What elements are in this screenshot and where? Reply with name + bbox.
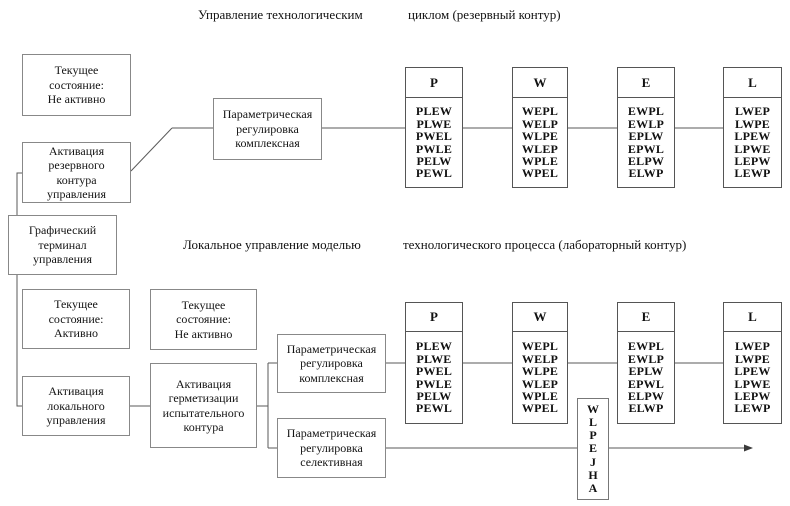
permutation-value: EPWL — [627, 141, 665, 156]
box-param-selective-local: Параметрическая регулировка селективная — [277, 418, 386, 478]
sequence-letter: H — [588, 467, 598, 482]
permutation-value: WPEL — [521, 166, 559, 181]
permutation-value: PEWL — [415, 166, 453, 181]
sequence-letter: J — [590, 454, 596, 469]
permutation-value: WPEL — [521, 401, 559, 416]
table-body: WEPL WELP WLPE WLEP WPLE WPEL — [513, 332, 567, 423]
permutation-value: ELWP — [628, 401, 664, 416]
permutation-value: PELW — [416, 388, 452, 403]
table-e-local: E EWPL EWLP EPLW EPWL ELPW ELWP — [617, 302, 675, 424]
box-graphic-terminal: Графический терминал управления — [8, 215, 117, 275]
table-p-local: P PLEW PLWE PWEL PWLE PELW PEWL — [405, 302, 463, 424]
table-body: EWPL EWLP EPLW EPWL ELPW ELWP — [618, 332, 674, 423]
table-w-reserve: W WEPL WELP WLPE WLEP WPLE WPEL — [512, 67, 568, 188]
table-header-p: P — [406, 68, 462, 98]
permutation-value: LPWE — [734, 141, 771, 156]
table-header-p: P — [406, 303, 462, 332]
permutation-value: LWEP — [734, 339, 771, 354]
sequence-box: W L P E J H A — [577, 398, 609, 500]
title-local-part2: технологического процесса (лабораторный … — [403, 237, 687, 252]
permutation-value: PWLE — [415, 141, 453, 156]
arrowhead — [744, 444, 753, 452]
table-body: LWEP LWPE LPEW LPWE LEPW LEWP — [724, 98, 781, 187]
table-header-e: E — [618, 303, 674, 332]
permutation-value: PEWL — [415, 401, 453, 416]
box-reserve-activate: Активация резервного контура управления — [22, 142, 131, 203]
sequence-letter: P — [589, 428, 597, 443]
table-header-w: W — [513, 68, 567, 98]
permutation-value: WPLE — [521, 153, 559, 168]
table-header-w: W — [513, 303, 567, 332]
permutation-value: EWPL — [627, 339, 665, 354]
permutation-value: WPLE — [521, 388, 559, 403]
title-reserve-part2: циклом (резервный контур) — [408, 7, 561, 22]
permutation-value: ELPW — [627, 153, 665, 168]
permutation-value: LPWE — [734, 376, 771, 391]
permutation-value: EWPL — [627, 104, 665, 119]
sequence-letter: L — [588, 414, 597, 429]
terminal-bus-line — [16, 172, 22, 407]
permutation-value: EWLP — [627, 351, 665, 366]
permutation-value: PWLE — [415, 376, 453, 391]
permutation-value: LEWP — [734, 401, 771, 416]
permutation-value: EPWL — [627, 376, 665, 391]
table-body: PLEW PLWE PWEL PWLE PELW PEWL — [406, 332, 462, 423]
table-header-l: L — [724, 303, 781, 332]
sequence-letter: W — [587, 401, 599, 416]
table-body: WEPL WELP WLPE WLEP WPLE WPEL — [513, 98, 567, 187]
permutation-value: PLWE — [416, 116, 452, 131]
permutation-value: PWEL — [415, 129, 453, 144]
box-param-complex-reserve: Параметрическая регулировка комплексная — [213, 98, 322, 160]
permutation-value: ELWP — [628, 166, 664, 181]
table-l-local: L LWEP LWPE LPEW LPWE LEPW LEWP — [723, 302, 782, 424]
permutation-value: LWPE — [734, 116, 771, 131]
permutation-value: LPEW — [734, 129, 771, 144]
permutation-value: ELPW — [627, 388, 665, 403]
permutation-value: PLEW — [415, 339, 453, 354]
permutation-value: WEPL — [521, 339, 559, 354]
permutation-value: PELW — [416, 153, 452, 168]
permutation-value: PLEW — [415, 104, 453, 119]
permutation-value: LEPW — [734, 153, 771, 168]
table-p-reserve: P PLEW PLWE PWEL PWLE PELW PEWL — [405, 67, 463, 188]
table-header-l: L — [724, 68, 781, 98]
table-w-local: W WEPL WELP WLPE WLEP WPLE WPEL — [512, 302, 568, 424]
title-local-part1: Локальное управление моделью — [183, 237, 361, 252]
permutation-value: LEPW — [734, 388, 771, 403]
permutation-value: LPEW — [734, 364, 771, 379]
permutation-value: WLPE — [521, 129, 559, 144]
table-body: LWEP LWPE LPEW LPWE LEPW LEWP — [724, 332, 781, 423]
permutation-value: LWPE — [734, 351, 771, 366]
permutation-value: WELP — [521, 116, 559, 131]
permutation-value: LEWP — [734, 166, 771, 181]
permutation-value: EPLW — [628, 364, 664, 379]
permutation-value: EWLP — [627, 116, 665, 131]
permutation-value: WELP — [521, 351, 559, 366]
reserve-diagonal-link — [130, 127, 173, 172]
permutation-value: WLPE — [521, 364, 559, 379]
permutation-value: PWEL — [415, 364, 453, 379]
permutation-value: EPLW — [628, 129, 664, 144]
box-reserve-state: Текущее состояние: Не активно — [22, 54, 131, 116]
permutation-value: WLEP — [521, 376, 559, 391]
table-body: EWPL EWLP EPLW EPWL ELPW ELWP — [618, 98, 674, 187]
table-e-reserve: E EWPL EWLP EPLW EPWL ELPW ELWP — [617, 67, 675, 188]
permutation-value: WEPL — [521, 104, 559, 119]
table-body: PLEW PLWE PWEL PWLE PELW PEWL — [406, 98, 462, 187]
table-l-reserve: L LWEP LWPE LPEW LPWE LEPW LEWP — [723, 67, 782, 188]
permutation-value: WLEP — [521, 141, 559, 156]
box-seal-state: Текущее состояние: Не активно — [150, 289, 257, 350]
sequence-letter: A — [588, 481, 598, 495]
table-header-e: E — [618, 68, 674, 98]
box-local-activate: Активация локального управления — [22, 376, 130, 436]
permutation-value: LWEP — [734, 104, 771, 119]
title-reserve-part1: Управление технологическим — [198, 7, 363, 22]
box-local-state: Текущее состояние: Активно — [22, 289, 130, 349]
permutation-value: PLWE — [416, 351, 452, 366]
sequence-letter: E — [588, 441, 597, 456]
box-seal-activate: Активация герметизации испытательного ко… — [150, 363, 257, 448]
box-param-complex-local: Параметрическая регулировка комплексная — [277, 334, 386, 393]
